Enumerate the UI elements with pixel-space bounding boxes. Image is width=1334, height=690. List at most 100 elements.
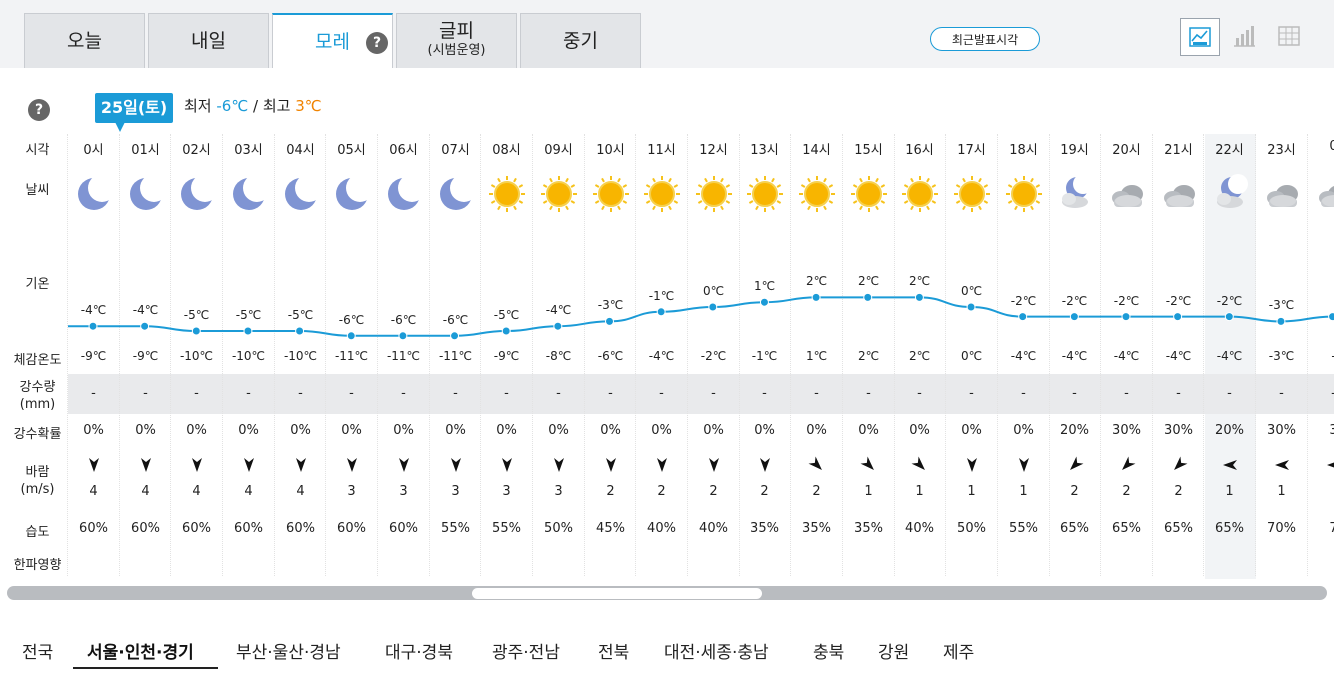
humidity-value: 40%	[647, 521, 676, 536]
weather-cell	[1153, 172, 1204, 216]
table-view-button[interactable]	[1270, 18, 1310, 56]
wind-direction-cell	[68, 456, 119, 478]
region-tab[interactable]: 충북	[813, 643, 845, 663]
sun-icon	[798, 176, 835, 212]
wind-arrow-icon	[808, 456, 822, 470]
weather-cell	[430, 172, 481, 216]
region-tab[interactable]: 전북	[598, 643, 630, 663]
wind-arrow-icon	[88, 458, 99, 472]
wind-speed-value: 3	[554, 484, 563, 499]
humidity-value: 60%	[131, 521, 160, 536]
wind-direction-cell	[120, 456, 171, 478]
moon-icon	[439, 174, 478, 210]
region-tab[interactable]: 광주·전남	[492, 643, 560, 663]
tab-5[interactable]: 중기	[520, 13, 641, 68]
hour-label: 19시	[1060, 143, 1089, 158]
hour-label: 05시	[337, 143, 366, 158]
temperature-label: -5℃	[493, 308, 520, 322]
wind-speed-value: 2	[606, 484, 615, 499]
weather-cell	[843, 172, 894, 216]
row-label-wind_2: (m/s)	[20, 482, 55, 497]
precip-probability-value: 30%	[1267, 423, 1296, 438]
wind-direction-cell	[1049, 456, 1100, 478]
temperature-point	[708, 302, 718, 312]
wind-direction-cell	[946, 456, 997, 478]
tab-4[interactable]: 글피 (시범운영)	[396, 13, 517, 68]
hour-label: 01시	[131, 143, 160, 158]
temperature-point	[656, 307, 666, 317]
temperature-label: -4℃	[80, 303, 107, 317]
wind-speed-value: 1	[915, 484, 924, 499]
wind-speed-value: 1	[1277, 484, 1286, 499]
min-temp: -6℃	[216, 97, 249, 115]
temperature-point	[1276, 316, 1286, 326]
column-divider	[1100, 134, 1101, 576]
help-icon[interactable]: ?	[366, 32, 388, 54]
humidity-value: 70%	[1267, 521, 1296, 536]
help-icon[interactable]: ?	[28, 99, 50, 121]
separator: /	[252, 97, 259, 115]
temperature-label: 1℃	[753, 279, 776, 293]
weather-cell	[1308, 172, 1334, 216]
sun-icon	[643, 176, 680, 212]
weather-cell	[998, 172, 1049, 216]
precip-probability-value: 0%	[341, 423, 362, 438]
region-tab[interactable]: 대구·경북	[385, 643, 453, 663]
weather-cell	[533, 172, 584, 216]
temperature-point	[88, 321, 98, 331]
feels-like-value: -9℃	[80, 349, 107, 363]
tab-3[interactable]: 모레?	[272, 13, 393, 68]
wind-speed-value: 4	[296, 484, 305, 499]
region-tab[interactable]: 부산·울산·경남	[236, 643, 341, 663]
region-tab[interactable]: 대전·세종·충남	[664, 643, 769, 663]
cloud-icon	[1318, 185, 1334, 207]
feels-like-value: -4℃	[648, 349, 675, 363]
line-chart-view-button[interactable]	[1180, 18, 1220, 56]
precip-probability-value: 0%	[496, 423, 517, 438]
temperature-label: -4℃	[132, 303, 159, 317]
active-region-underline	[73, 667, 218, 669]
wind-direction-cell	[688, 456, 739, 478]
tab-2[interactable]: 내일	[148, 13, 269, 68]
hour-label: 14시	[802, 143, 831, 158]
moon-icon	[232, 174, 271, 210]
row-label-cold: 한파영향	[13, 558, 62, 573]
rain-row-band	[68, 374, 1334, 414]
precip-probability-value: 0%	[548, 423, 569, 438]
column-divider	[1203, 134, 1204, 576]
scrollbar-thumb[interactable]	[472, 588, 762, 599]
column-divider	[429, 134, 430, 576]
column-divider	[274, 134, 275, 576]
humidity-value: 60%	[234, 521, 263, 536]
column-divider	[119, 134, 120, 576]
tab-1[interactable]: 오늘	[24, 13, 145, 68]
sun-icon	[488, 176, 525, 212]
region-tab[interactable]: 강원	[878, 643, 910, 663]
wind-speed-value: 2	[709, 484, 718, 499]
weather-cell	[326, 172, 377, 216]
tab-label: 모레	[315, 31, 350, 53]
region-tab[interactable]: 서울·인천·경기	[87, 643, 194, 663]
wind-speed-value: 1	[1225, 484, 1234, 499]
precipitation-value: -	[1308, 386, 1334, 401]
moon-icon	[335, 174, 374, 210]
humidity-value: 60%	[337, 521, 366, 536]
hour-label: 16시	[905, 143, 934, 158]
temperature-label: -5℃	[183, 308, 210, 322]
precipitation-value: -	[349, 386, 354, 401]
feels-like-value: -11℃	[334, 349, 369, 363]
humidity-value: 40%	[905, 521, 934, 536]
precip-probability-value: 0%	[961, 423, 982, 438]
wind-speed-value: 3	[347, 484, 356, 499]
latest-announcement-button[interactable]: 최근발표시각	[930, 27, 1040, 51]
humidity-value: 45%	[596, 521, 625, 536]
humidity-value: 35%	[750, 521, 779, 536]
wind-direction-cell	[791, 456, 842, 478]
wind-arrow-icon	[450, 458, 461, 472]
region-tab[interactable]: 전국	[22, 643, 54, 663]
feels-like-value: 2℃	[908, 349, 931, 363]
bar-chart-view-button[interactable]	[1225, 18, 1265, 56]
precip-probability-value: 0%	[393, 423, 414, 438]
row-label-weather: 날씨	[25, 183, 50, 198]
region-tab[interactable]: 제주	[943, 643, 975, 663]
